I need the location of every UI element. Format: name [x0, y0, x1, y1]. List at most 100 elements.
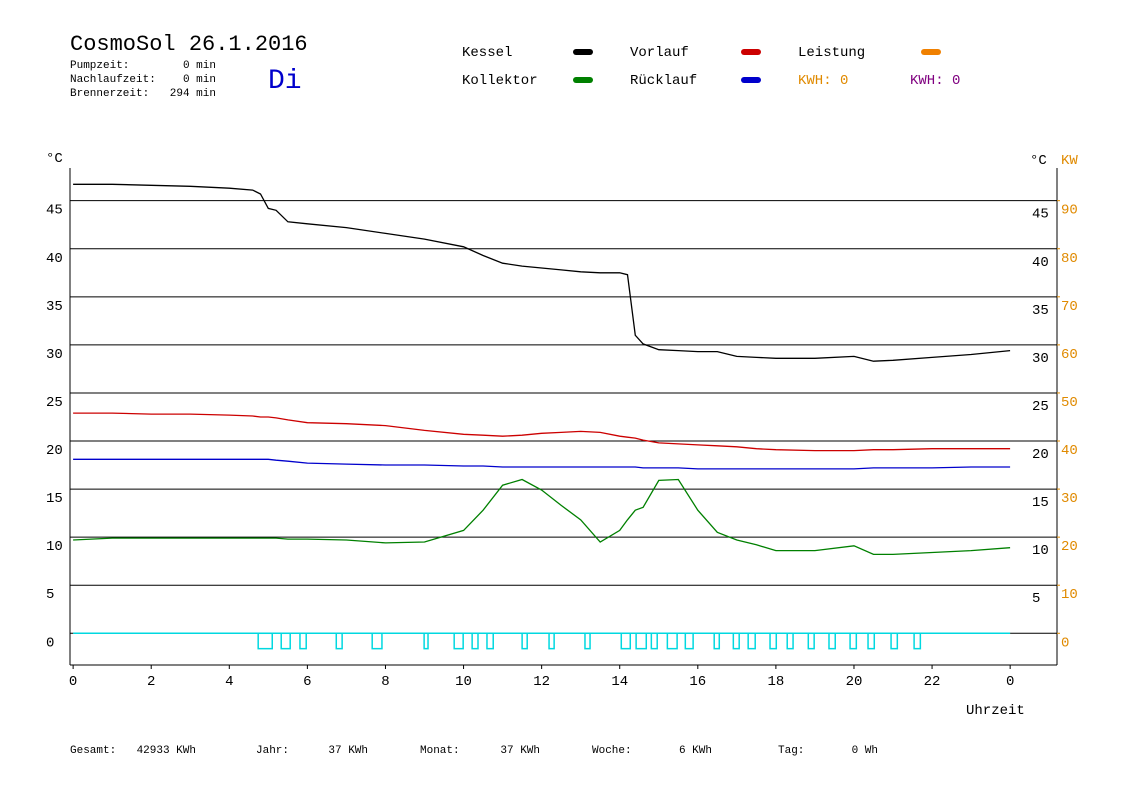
y-tick-label: 35 [46, 299, 63, 315]
x-tick-label: 14 [611, 674, 628, 690]
series-line [73, 183, 1011, 362]
pulse [666, 632, 678, 650]
total-value: 42933 KWh [137, 745, 196, 757]
legend-label: Rücklauf [630, 73, 697, 89]
legend-label: Vorlauf [630, 45, 689, 61]
stat-label: Nachlaufzeit: [70, 74, 156, 86]
total-label: Woche: [592, 745, 632, 757]
y2-tick-label: 60 [1061, 347, 1078, 363]
y-tick-label: 20 [46, 443, 63, 459]
y2-axis-label: KW [1061, 153, 1078, 169]
pulse [769, 632, 778, 650]
total-value: 0 Wh [852, 745, 878, 757]
x-tick-label: 2 [147, 674, 155, 690]
y-tick-label: 15 [46, 491, 63, 507]
y2-tick-label: 90 [1061, 203, 1078, 219]
pulse [371, 632, 383, 650]
pulse [257, 632, 273, 650]
y-tick-label-right: 5 [1032, 591, 1040, 607]
pulse [280, 632, 291, 650]
pulse [786, 632, 794, 650]
pulse [867, 632, 876, 650]
y2-tick-label: 80 [1061, 251, 1078, 267]
total-label: Monat: [420, 745, 460, 757]
legend-label: Kollektor [462, 73, 538, 89]
series-line [73, 458, 1011, 470]
pulse [684, 632, 694, 650]
total-label: Jahr: [256, 745, 289, 757]
x-tick-label: 6 [303, 674, 311, 690]
kwh-label: KWH: 0 [798, 73, 848, 89]
y-tick-label: 10 [46, 539, 63, 555]
x-axis-label: Uhrzeit [966, 703, 1025, 719]
y2-tick-label: 70 [1061, 299, 1078, 315]
y-tick-label-right: 10 [1032, 543, 1049, 559]
y-tick-label: 25 [46, 395, 63, 411]
y-axis-label-right: °C [1030, 153, 1047, 169]
pulse [890, 632, 899, 650]
x-tick-label: 0 [1006, 674, 1014, 690]
pulse [849, 632, 858, 650]
y-tick-label-right: 30 [1032, 351, 1049, 367]
y-tick-label: 0 [46, 635, 54, 651]
series-line [73, 478, 1011, 556]
total-value: 37 KWh [328, 745, 368, 757]
pulse [650, 632, 658, 650]
x-tick-label: 20 [846, 674, 863, 690]
total-value: 6 KWh [679, 745, 712, 757]
total-label: Gesamt: [70, 745, 116, 757]
y2-tick-label: 50 [1061, 395, 1078, 411]
pulse [913, 632, 922, 650]
y-tick-label: 45 [46, 203, 63, 219]
x-tick-label: 8 [381, 674, 389, 690]
y-tick-label-right: 20 [1032, 447, 1049, 463]
total-value: 37 KWh [500, 745, 540, 757]
y-tick-label: 30 [46, 347, 63, 363]
x-tick-label: 16 [689, 674, 706, 690]
y2-tick-label: 0 [1061, 635, 1069, 651]
y-tick-label-right: 45 [1032, 207, 1049, 223]
pulse [299, 632, 307, 650]
stat-label: Brennerzeit: [70, 88, 149, 100]
pulse [521, 632, 528, 650]
pulse [453, 632, 464, 650]
series-line [73, 412, 1011, 452]
x-tick-label: 10 [455, 674, 472, 690]
pulse [335, 632, 343, 650]
pulse [635, 632, 648, 650]
chart-title: CosmoSol 26.1.2016 [70, 32, 308, 57]
x-tick-label: 0 [69, 674, 77, 690]
kwh-label: KWH: 0 [910, 73, 960, 89]
pulse [584, 632, 591, 650]
y2-tick-label: 40 [1061, 443, 1078, 459]
y-tick-label-right: 40 [1032, 255, 1049, 271]
pulse [548, 632, 555, 650]
pulse [471, 632, 479, 650]
stat-value: 0 min [183, 60, 216, 72]
stat-label: Pumpzeit: [70, 60, 129, 72]
y-tick-label-right: 25 [1032, 399, 1049, 415]
x-tick-label: 12 [533, 674, 550, 690]
pulse [747, 632, 756, 650]
y-tick-label: 5 [46, 587, 54, 603]
pulse [732, 632, 740, 650]
pulse [807, 632, 815, 650]
weekday: Di [268, 66, 302, 97]
pulse [486, 632, 494, 650]
pulse [713, 632, 721, 650]
pulse [828, 632, 836, 650]
y-tick-label: 40 [46, 251, 63, 267]
stat-value: 0 min [183, 74, 216, 86]
x-tick-label: 4 [225, 674, 233, 690]
pulse [620, 632, 632, 650]
x-tick-label: 18 [767, 674, 784, 690]
pulse [423, 632, 429, 650]
total-label: Tag: [778, 745, 804, 757]
y-tick-label-right: 35 [1032, 303, 1049, 319]
legend-label: Leistung [798, 45, 865, 61]
y2-tick-label: 10 [1061, 587, 1078, 603]
y2-tick-label: 20 [1061, 539, 1078, 555]
y-axis-label: °C [46, 151, 63, 167]
